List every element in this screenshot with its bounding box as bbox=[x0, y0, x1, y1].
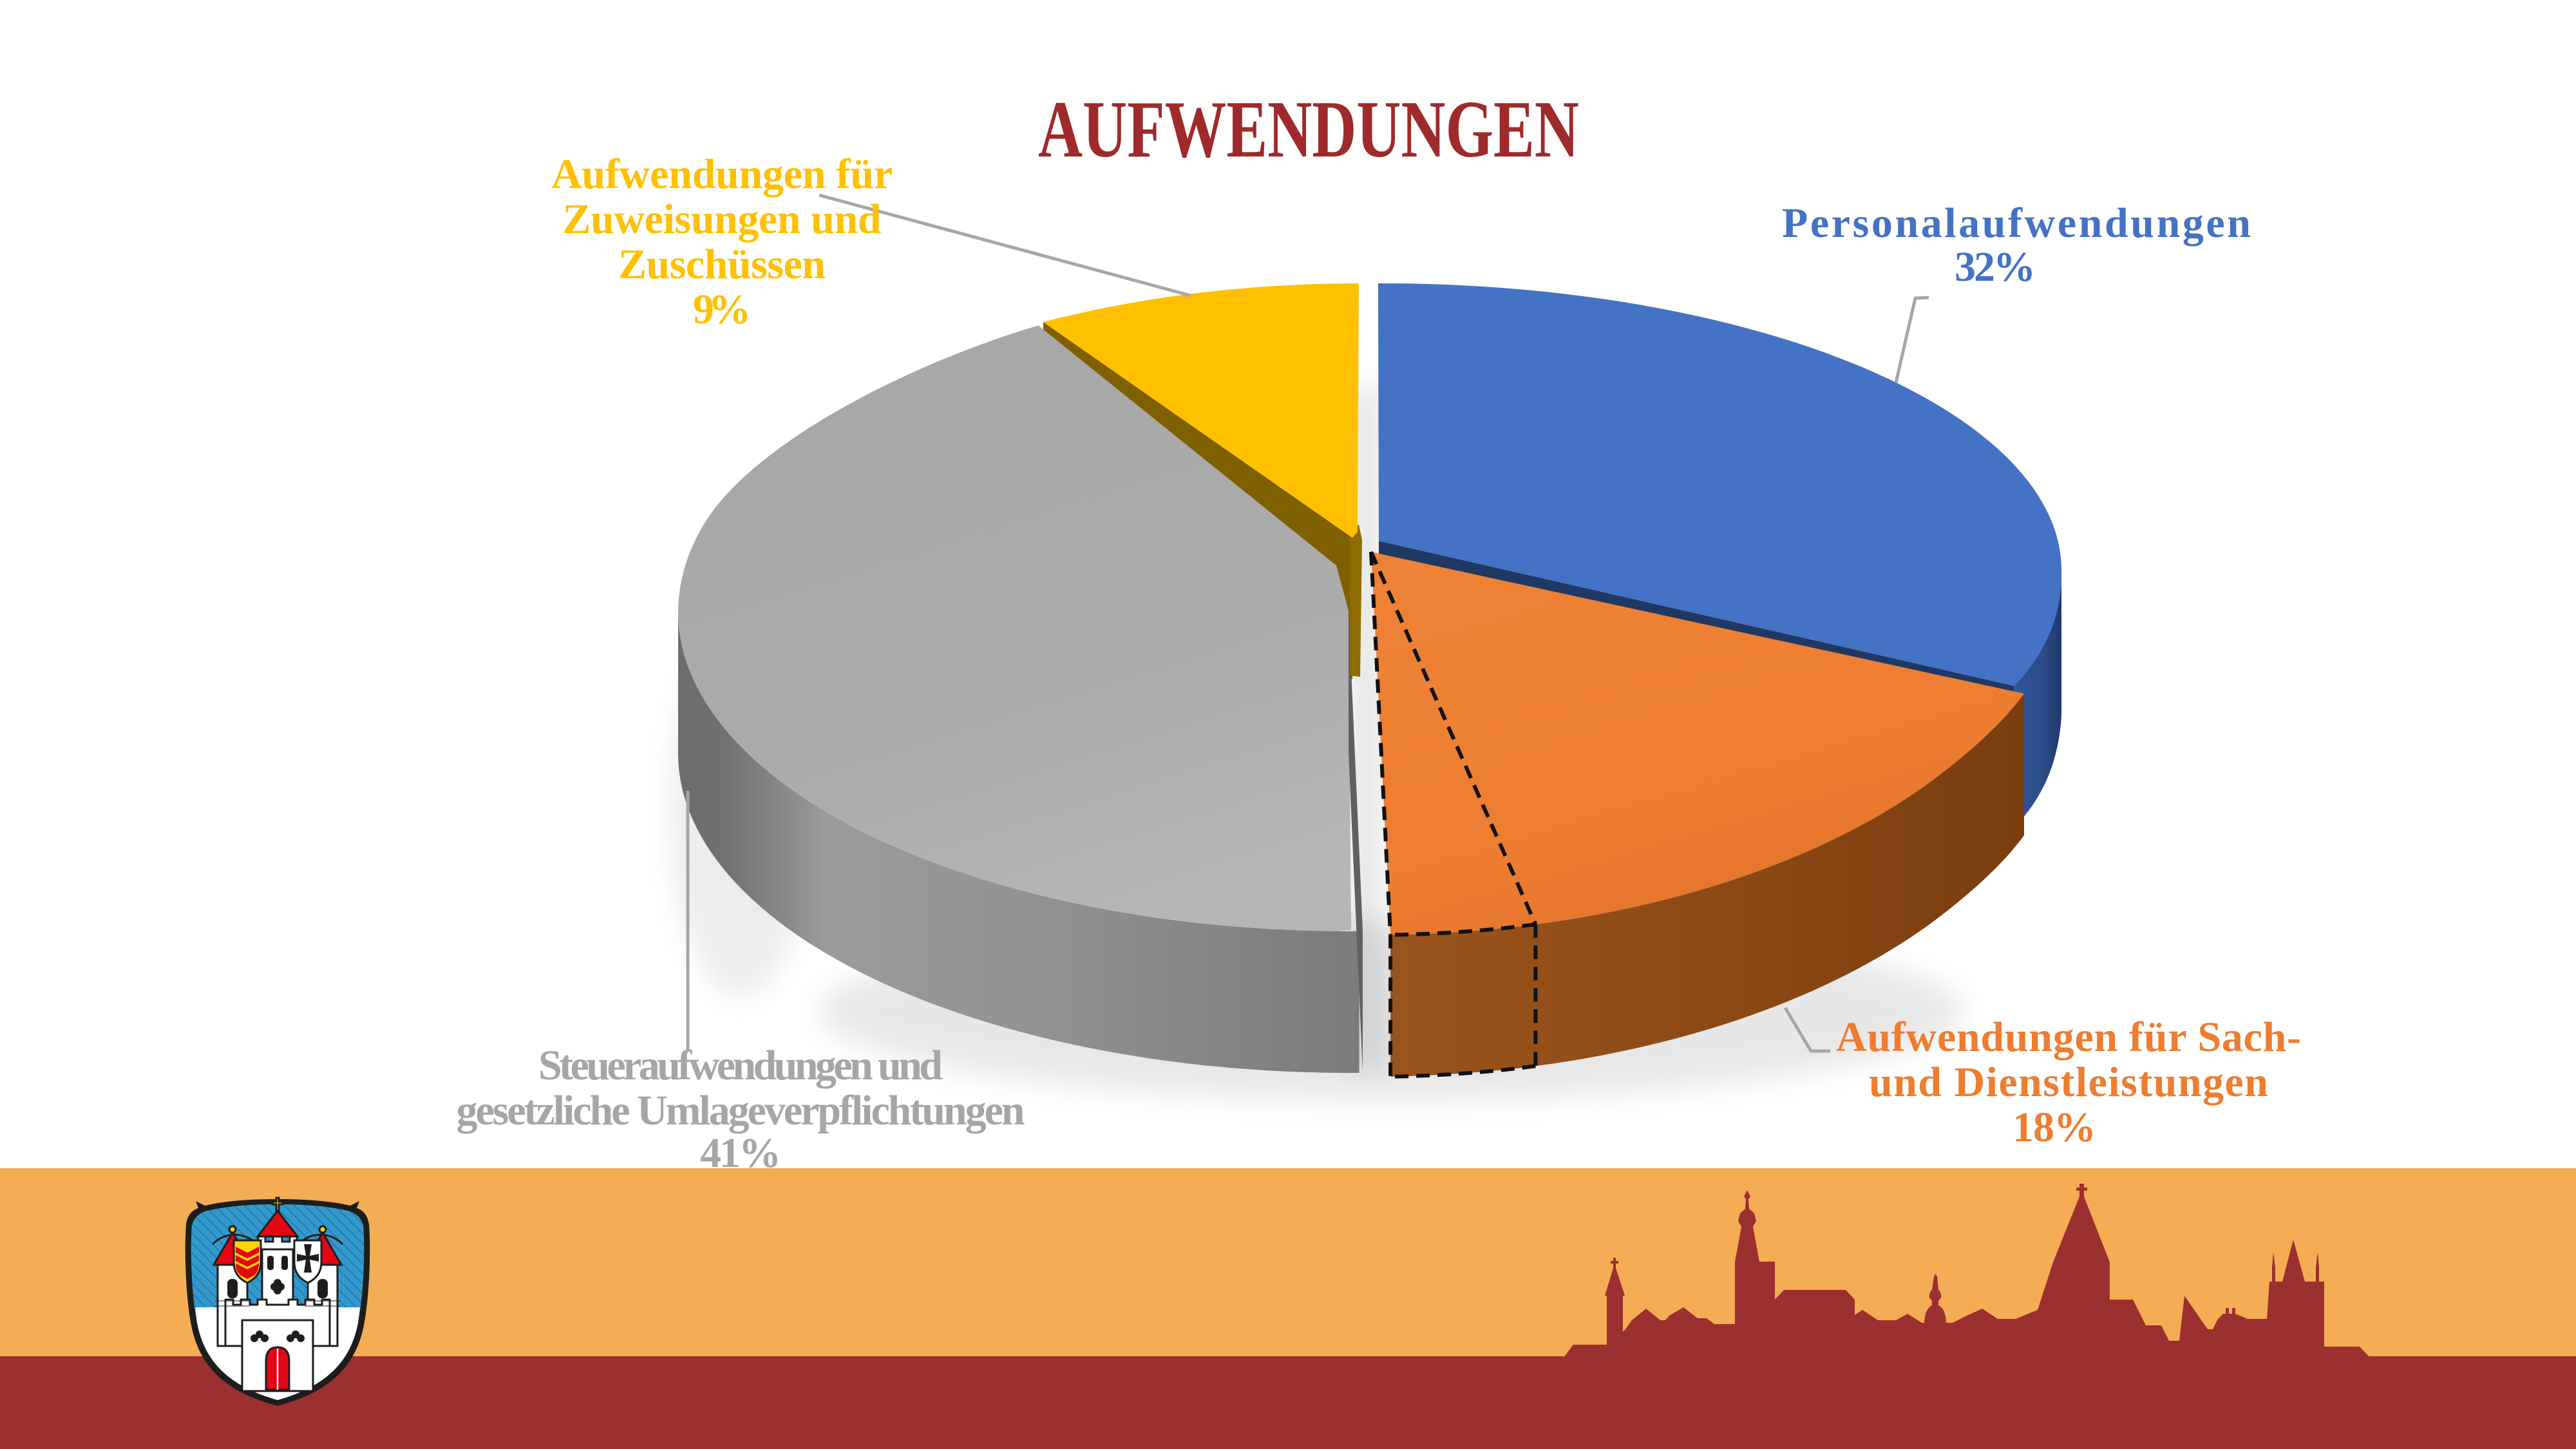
svg-text:Steueraufwendungen und: Steueraufwendungen und bbox=[538, 1042, 943, 1089]
svg-text:Personalaufwendungen: Personalaufwendungen bbox=[1782, 200, 2251, 247]
svg-text:Zuweisungen und: Zuweisungen und bbox=[563, 196, 882, 243]
svg-text:18%: 18% bbox=[2012, 1104, 2096, 1151]
svg-text:32%: 32% bbox=[1955, 243, 2036, 290]
svg-text:9%: 9% bbox=[693, 286, 751, 333]
svg-text:und Dienstleistungen: und Dienstleistungen bbox=[1869, 1059, 2268, 1106]
svg-text:gesetzliche Umlageverpflichtun: gesetzliche Umlageverpflichtungen bbox=[457, 1087, 1025, 1134]
svg-text:Aufwendungen für Sach-: Aufwendungen für Sach- bbox=[1836, 1014, 2301, 1061]
svg-text:AUFWENDUNGEN: AUFWENDUNGEN bbox=[1038, 85, 1579, 175]
svg-text:Zuschüssen: Zuschüssen bbox=[618, 241, 826, 288]
svg-text:Aufwendungen für: Aufwendungen für bbox=[551, 151, 893, 198]
